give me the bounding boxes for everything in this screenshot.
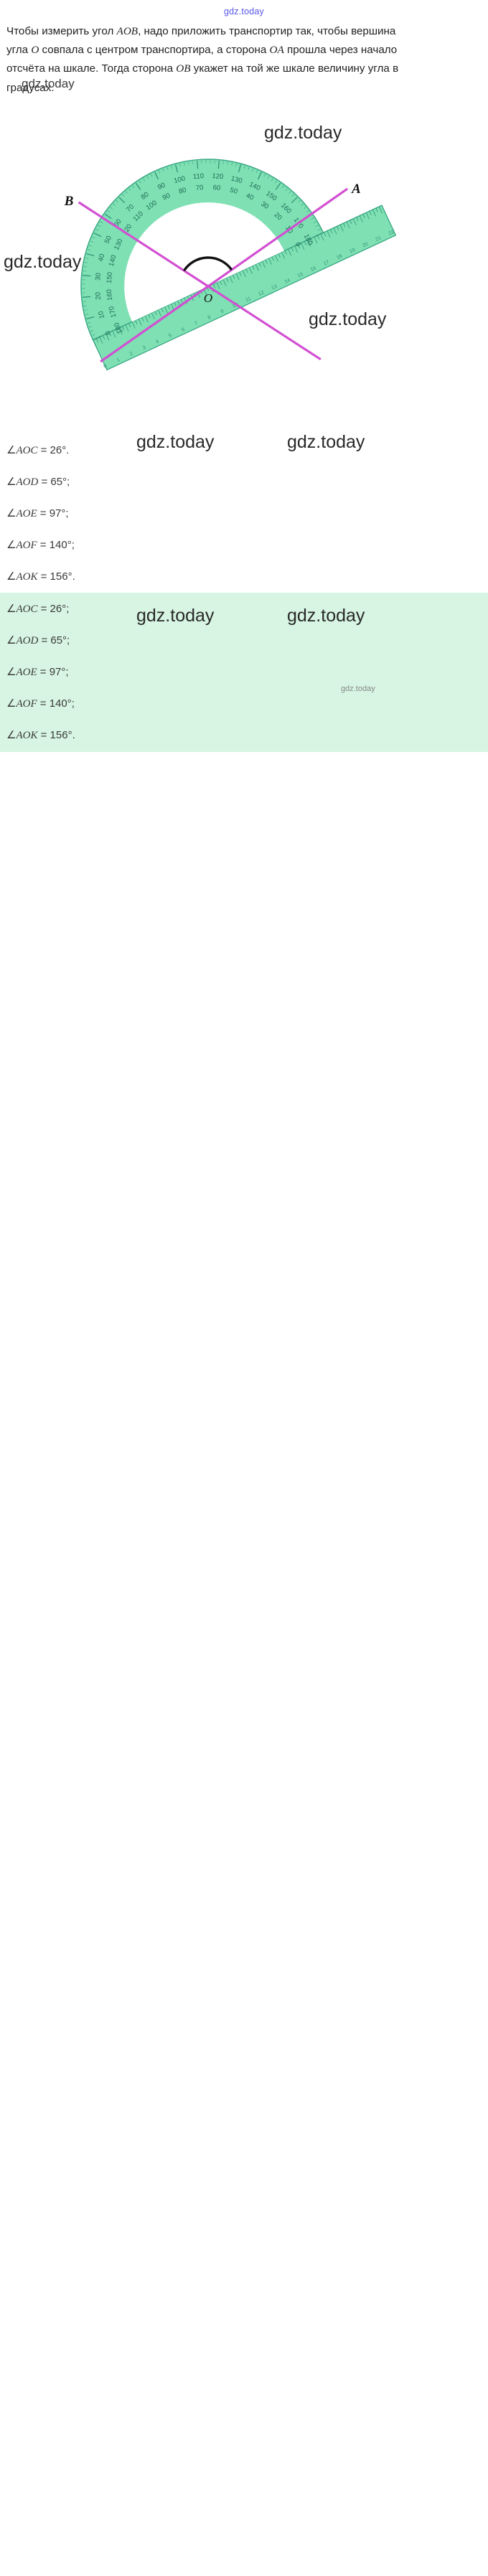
svg-text:30: 30	[94, 273, 103, 281]
svg-text:O: O	[204, 291, 212, 305]
svg-text:120: 120	[212, 172, 224, 181]
svg-text:A: A	[351, 182, 361, 197]
svg-text:B: B	[64, 194, 74, 209]
svg-text:160: 160	[105, 288, 114, 301]
svg-text:110: 110	[193, 172, 205, 181]
svg-text:70: 70	[195, 184, 203, 192]
svg-text:150: 150	[105, 271, 114, 283]
svg-text:60: 60	[212, 184, 220, 192]
svg-text:20: 20	[94, 291, 103, 299]
